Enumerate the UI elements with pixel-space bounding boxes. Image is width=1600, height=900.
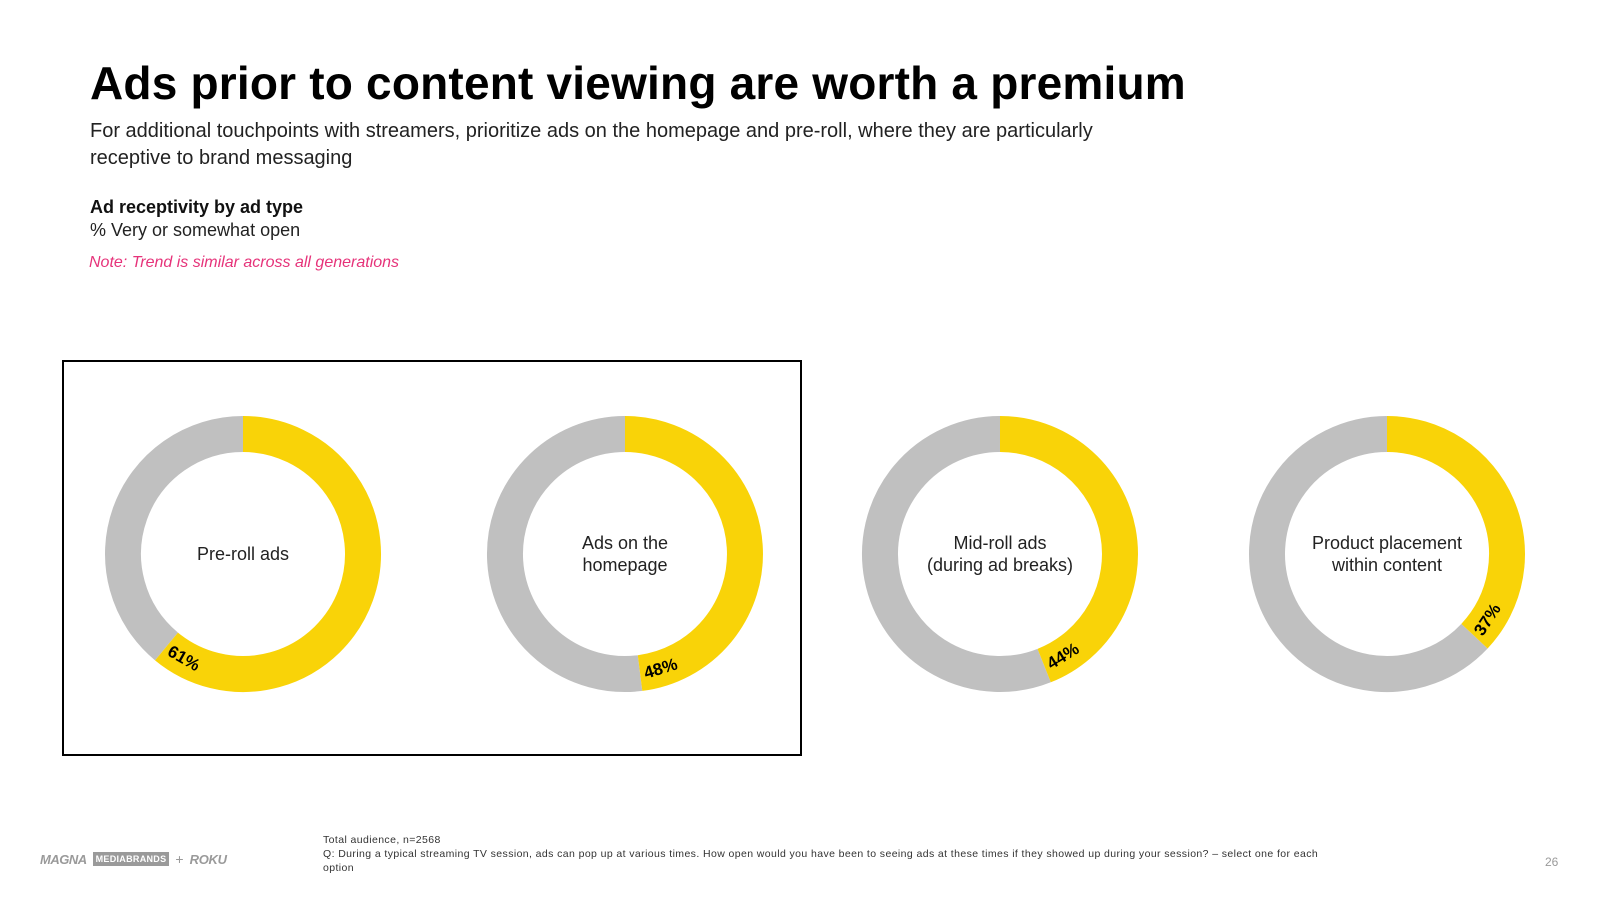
chart-subheading: % Very or somewhat open [90, 220, 301, 240]
highlight-box [62, 360, 802, 756]
plus-sign: + [175, 851, 184, 867]
donut-1: 61%Pre-roll ads [105, 416, 381, 692]
donut-remainder-segment [487, 416, 643, 692]
chart-note: Note: Trend is similar across all genera… [89, 254, 400, 271]
donut-value-segment [624, 416, 763, 691]
donut-category-label: Pre-roll ads [197, 544, 289, 564]
donut-category-label: within content [1331, 555, 1442, 575]
donut-category-label: homepage [582, 555, 667, 575]
donut-3: 44%Mid-roll ads(during ad breaks) [861, 416, 1138, 692]
donut-value-segment [155, 416, 381, 692]
donut-category-label: (during ad breaks) [927, 555, 1073, 575]
slide-subtitle: For additional touchpoints with streamer… [90, 120, 1093, 169]
footnote-question: Q: During a typical streaming TV session… [323, 848, 1319, 874]
donut-category-label: Product placement [1312, 533, 1462, 553]
donut-value-segment [999, 416, 1138, 683]
roku-logo: ROKU [189, 851, 227, 867]
donut-category-label: Ads on the [582, 533, 668, 553]
donut-remainder-segment [105, 416, 244, 661]
donut-category-label: Mid-roll ads [953, 533, 1046, 553]
footnote-base: Total audience, n=2568 [323, 834, 441, 846]
magna-logo: MAGNA [40, 851, 87, 867]
donut-remainder-segment [1249, 416, 1488, 692]
chart-heading: Ad receptivity by ad type [90, 197, 304, 217]
mediabrands-logo: MEDIABRANDS [92, 852, 170, 866]
footnote: Total audience, n=2568 Q: During a typic… [323, 833, 1343, 875]
slide-title: Ads prior to content viewing are worth a… [90, 57, 1186, 109]
page-number: 26 [1545, 855, 1559, 869]
logos: MAGNA MEDIABRANDS + ROKU [40, 851, 227, 867]
donut-remainder-segment [861, 416, 1051, 692]
donut-value-segment [1386, 416, 1525, 649]
